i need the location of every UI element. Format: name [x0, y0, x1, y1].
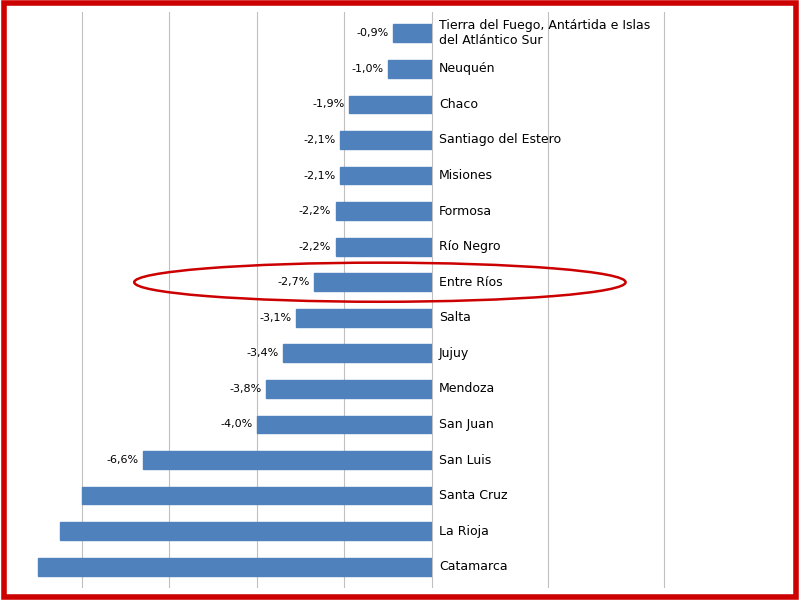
- Text: San Luis: San Luis: [439, 454, 491, 467]
- Text: -1,0%: -1,0%: [352, 64, 384, 74]
- Text: -2,1%: -2,1%: [303, 170, 336, 181]
- Text: -1,9%: -1,9%: [312, 100, 345, 109]
- Bar: [266, 380, 432, 398]
- Bar: [296, 309, 432, 326]
- Text: Mendoza: Mendoza: [439, 382, 495, 395]
- Text: Salta: Salta: [439, 311, 471, 324]
- Bar: [60, 522, 432, 540]
- Bar: [82, 487, 432, 505]
- Bar: [38, 558, 432, 575]
- Text: -3,4%: -3,4%: [246, 349, 278, 358]
- Text: Misiones: Misiones: [439, 169, 493, 182]
- Text: Río Negro: Río Negro: [439, 240, 501, 253]
- Bar: [143, 451, 432, 469]
- Bar: [336, 202, 432, 220]
- Bar: [340, 131, 432, 149]
- Text: -2,1%: -2,1%: [303, 135, 336, 145]
- Text: Santiago del Estero: Santiago del Estero: [439, 133, 561, 146]
- Text: Entre Ríos: Entre Ríos: [439, 276, 502, 289]
- Bar: [340, 167, 432, 184]
- Text: Formosa: Formosa: [439, 205, 492, 218]
- Text: Jujuy: Jujuy: [439, 347, 470, 360]
- Text: -3,8%: -3,8%: [229, 384, 262, 394]
- Text: -4,0%: -4,0%: [220, 419, 253, 430]
- Text: -2,2%: -2,2%: [299, 242, 331, 251]
- Bar: [393, 25, 432, 42]
- Text: Chaco: Chaco: [439, 98, 478, 111]
- Text: La Rioja: La Rioja: [439, 524, 489, 538]
- Text: Santa Cruz: Santa Cruz: [439, 489, 507, 502]
- Text: -3,1%: -3,1%: [260, 313, 292, 323]
- Text: San Juan: San Juan: [439, 418, 494, 431]
- Bar: [349, 95, 432, 113]
- Text: Neuquén: Neuquén: [439, 62, 495, 76]
- Text: -6,6%: -6,6%: [106, 455, 138, 465]
- Text: -2,2%: -2,2%: [299, 206, 331, 216]
- Bar: [257, 416, 432, 433]
- Text: Catamarca: Catamarca: [439, 560, 508, 573]
- Bar: [314, 274, 432, 291]
- Text: -0,9%: -0,9%: [356, 28, 388, 38]
- Bar: [388, 60, 432, 78]
- Text: Tierra del Fuego, Antártida e Islas
del Atlántico Sur: Tierra del Fuego, Antártida e Islas del …: [439, 19, 650, 47]
- Bar: [336, 238, 432, 256]
- Bar: [283, 344, 432, 362]
- Text: -2,7%: -2,7%: [277, 277, 310, 287]
